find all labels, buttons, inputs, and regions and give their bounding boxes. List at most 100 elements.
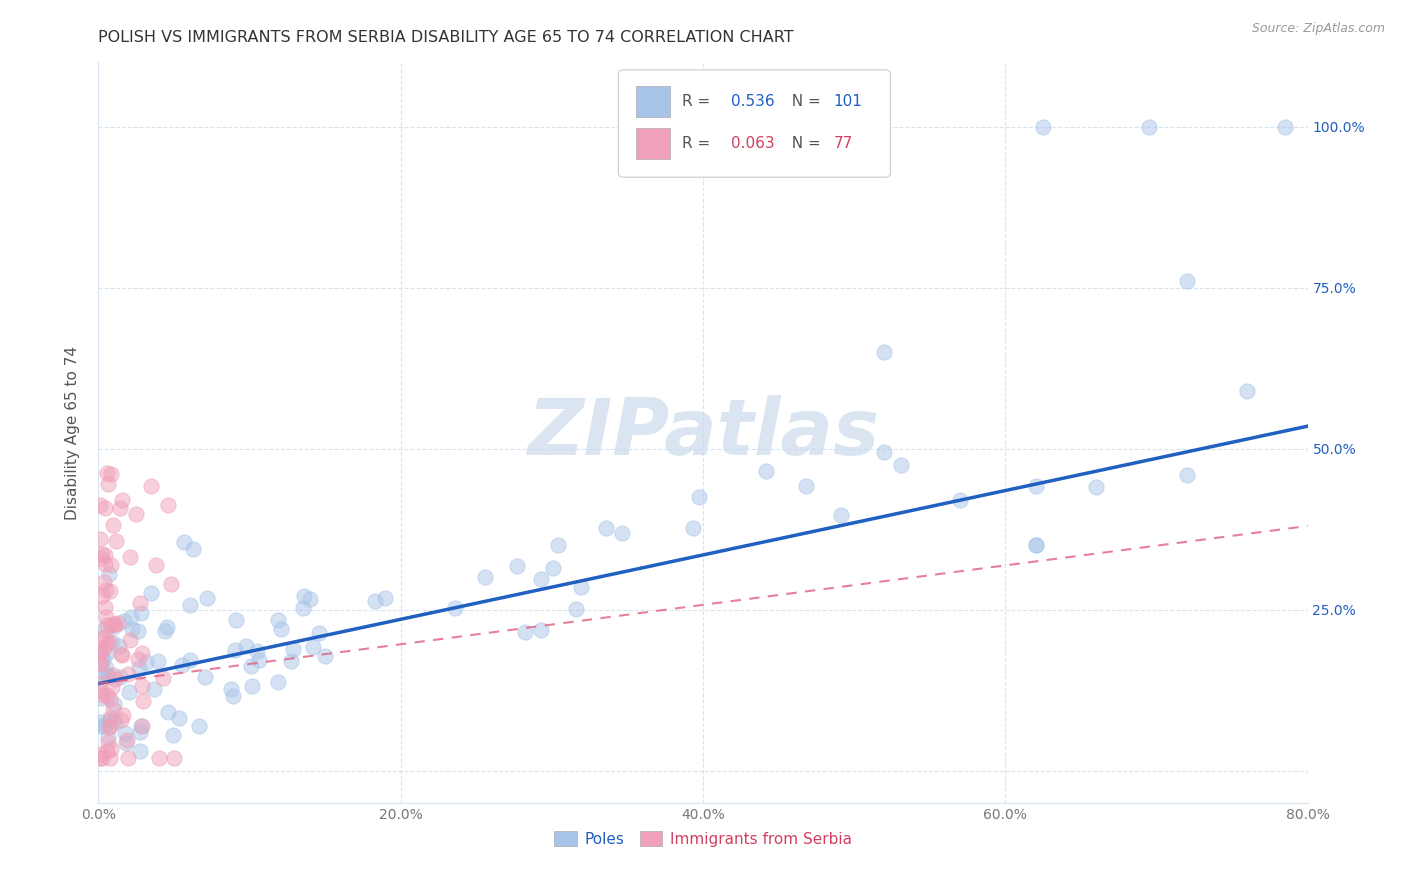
Point <box>110 500 132 515</box>
Point <box>108 639 131 653</box>
Point <box>100 742 122 756</box>
Point <box>127 652 149 666</box>
Point <box>115 736 138 750</box>
Text: 77: 77 <box>834 136 853 152</box>
Point <box>505 559 527 574</box>
Point <box>308 626 330 640</box>
Point <box>103 616 125 631</box>
Text: ZIPatlas: ZIPatlas <box>527 394 879 471</box>
Point <box>90 589 112 603</box>
Point <box>91 688 114 702</box>
Point <box>118 685 141 699</box>
Point <box>131 679 153 693</box>
Point <box>298 592 321 607</box>
Point <box>135 655 157 669</box>
Point <box>96 618 118 632</box>
Point <box>266 614 288 628</box>
Point <box>90 648 112 662</box>
Point <box>153 624 176 639</box>
Point <box>143 682 166 697</box>
Point <box>89 683 111 698</box>
Point <box>104 714 127 729</box>
Point <box>90 668 112 682</box>
Text: R =: R = <box>682 136 716 152</box>
Point <box>103 668 125 682</box>
Point <box>93 719 115 733</box>
Point <box>121 623 143 637</box>
Text: Source: ZipAtlas.com: Source: ZipAtlas.com <box>1251 22 1385 36</box>
Point <box>128 660 150 674</box>
Point <box>93 575 115 590</box>
Point <box>127 624 149 638</box>
Point <box>131 718 153 732</box>
Point <box>128 744 150 758</box>
Text: N =: N = <box>782 95 825 109</box>
Point <box>96 582 118 597</box>
Point <box>873 345 896 359</box>
Point <box>89 750 111 764</box>
Point <box>98 714 121 729</box>
Point <box>90 550 112 565</box>
Point <box>111 648 134 662</box>
Point <box>131 646 153 660</box>
Y-axis label: Disability Age 65 to 74: Disability Age 65 to 74 <box>65 345 80 520</box>
Point <box>94 501 117 516</box>
Point <box>141 479 163 493</box>
Point <box>101 518 124 533</box>
Point <box>139 586 162 600</box>
Point <box>94 631 117 645</box>
Point <box>91 651 114 665</box>
Point <box>100 558 122 572</box>
Point <box>513 624 536 639</box>
Point <box>156 498 179 512</box>
Point <box>112 708 135 723</box>
Point <box>363 594 385 608</box>
Point <box>443 600 465 615</box>
Point <box>104 672 127 686</box>
Point <box>179 653 201 667</box>
Point <box>129 596 152 610</box>
Point <box>91 631 114 645</box>
Point <box>90 657 112 672</box>
Point <box>219 682 242 697</box>
Point <box>157 705 180 719</box>
Point <box>170 657 193 672</box>
Point <box>1175 274 1198 288</box>
Point <box>112 614 135 628</box>
Point <box>97 635 120 649</box>
Point <box>240 679 263 693</box>
Point <box>796 479 818 493</box>
Point <box>267 675 290 690</box>
Point <box>187 719 209 733</box>
Point <box>103 616 125 631</box>
Point <box>117 666 139 681</box>
Point <box>90 714 112 729</box>
Point <box>1024 538 1046 552</box>
Point <box>148 750 170 764</box>
Point <box>595 521 617 535</box>
Point <box>270 622 292 636</box>
Point <box>146 654 169 668</box>
Point <box>194 670 217 684</box>
Point <box>530 623 553 637</box>
Point <box>1137 120 1160 134</box>
Point <box>129 606 152 620</box>
Point <box>131 718 153 732</box>
Point <box>96 689 118 703</box>
Point <box>94 558 117 572</box>
Point <box>152 671 174 685</box>
Point <box>107 616 129 631</box>
Point <box>100 617 122 632</box>
Point <box>94 647 117 661</box>
Point <box>240 658 263 673</box>
Point <box>110 647 132 661</box>
Point <box>94 600 117 615</box>
Point <box>160 577 183 591</box>
Point <box>564 602 586 616</box>
Point <box>101 702 124 716</box>
Point <box>145 558 167 573</box>
Point <box>225 613 247 627</box>
Point <box>103 698 125 712</box>
Point <box>104 534 127 549</box>
Point <box>314 648 336 663</box>
